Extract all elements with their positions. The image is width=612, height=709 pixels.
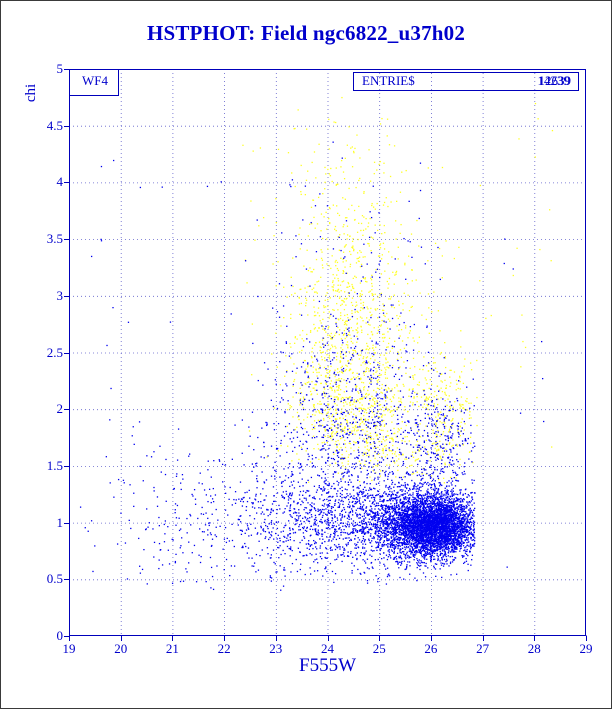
x-tick-label: 24 <box>321 641 334 656</box>
x-tick-label: 20 <box>114 641 128 656</box>
y-tick-label: 4 <box>56 174 64 190</box>
scatter-plot-canvas <box>59 59 596 646</box>
y-axis-label: chi <box>23 83 39 103</box>
y-tick-label: 5 <box>56 61 64 76</box>
legend-box: ENTRIE$ 14239 12639 <box>353 72 579 91</box>
legend-entries-count-front: 12639 <box>538 73 572 88</box>
y-tick-label: 0.5 <box>46 571 63 587</box>
y-tick-label: 1 <box>56 514 64 530</box>
x-tick-label: 27 <box>476 641 490 656</box>
page-title: HSTPHOT: Field ngc6822_u37h02 <box>146 21 466 45</box>
x-tick-label: 26 <box>424 641 438 656</box>
panel-label: WF4 <box>82 73 108 88</box>
y-tick-label: 3 <box>56 287 64 303</box>
x-tick-label: 28 <box>527 641 541 656</box>
legend-entries-label: ENTRIE$ <box>362 73 415 88</box>
panel-label-box: WF4 <box>70 70 119 96</box>
x-tick-label: 29 <box>579 641 593 656</box>
y-tick-label: 3.5 <box>46 231 63 247</box>
y-tick-label: 2.5 <box>46 344 63 360</box>
legend-entries-count-back: 14239 <box>537 73 571 88</box>
x-axis-label: F555W <box>299 655 356 676</box>
x-tick-label: 22 <box>217 641 231 656</box>
x-tick-label: 21 <box>165 641 179 656</box>
y-tick-label: 4.5 <box>46 117 63 133</box>
x-tick-label: 23 <box>269 641 283 656</box>
x-tick-label: 19 <box>62 641 76 656</box>
x-tick-label: 25 <box>372 641 386 656</box>
y-tick-label: 1.5 <box>46 457 63 473</box>
y-tick-label: 2 <box>56 401 64 417</box>
y-tick-label: 0 <box>56 628 64 643</box>
